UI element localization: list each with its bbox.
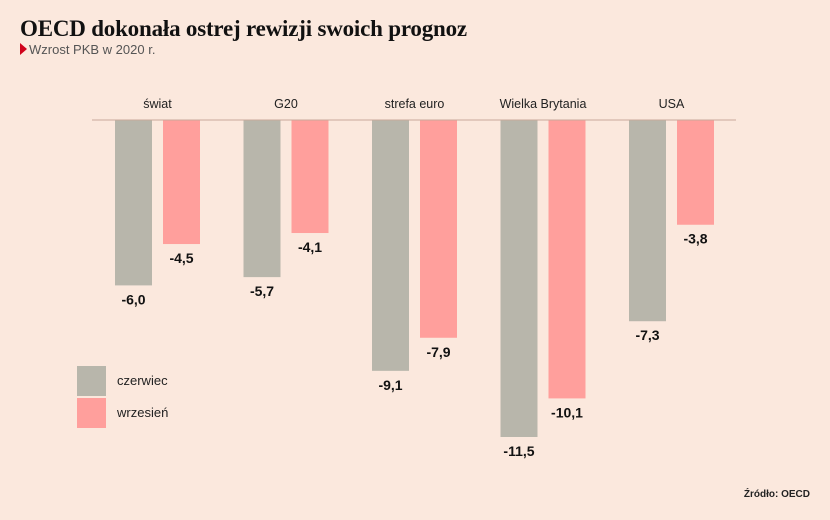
data-label-september-0: -4,5 xyxy=(169,250,193,266)
bar-june-2 xyxy=(372,120,409,371)
data-label-september-3: -10,1 xyxy=(551,404,583,420)
labels-layer: świat -6,0 -4,5 G20 -5,7 -4,1 strefa euro -9,1 -… xyxy=(121,97,707,459)
legend-item-september: wrzesień xyxy=(77,398,197,428)
bar-september-4 xyxy=(677,120,714,225)
data-label-june-0: -6,0 xyxy=(121,291,145,307)
legend-swatch-september xyxy=(77,398,106,428)
bar-september-0 xyxy=(163,120,200,245)
data-label-june-1: -5,7 xyxy=(250,283,274,299)
category-label-0: świat xyxy=(143,97,172,111)
bar-june-4 xyxy=(629,120,666,322)
source-note: Źródło: OECD xyxy=(743,489,810,500)
bars-layer xyxy=(115,120,714,437)
bar-september-2 xyxy=(420,120,457,338)
data-label-september-1: -4,1 xyxy=(298,239,322,255)
bar-june-1 xyxy=(243,120,281,278)
data-label-june-3: -11,5 xyxy=(503,443,534,459)
legend-item-june: czerwiec xyxy=(77,366,197,396)
category-label-1: G20 xyxy=(274,97,298,111)
legend-swatch-june xyxy=(77,366,106,396)
category-label-2: strefa euro xyxy=(385,97,445,111)
data-label-september-4: -3,8 xyxy=(683,231,707,247)
bar-june-3 xyxy=(500,120,538,437)
bar-june-0 xyxy=(115,120,152,286)
legend-label-september: wrzesień xyxy=(117,405,169,420)
chart-title: OECD dokonała ostrej rewizji swoich prog… xyxy=(20,16,467,41)
triangle-marker-icon xyxy=(20,43,27,55)
data-label-june-2: -9,1 xyxy=(378,377,402,393)
category-label-3: Wielka Brytania xyxy=(500,97,587,111)
category-label-4: USA xyxy=(659,97,685,111)
legend-label-june: czerwiec xyxy=(117,373,168,388)
chart-subtitle: Wzrost PKB w 2020 r. xyxy=(20,42,155,57)
data-label-june-4: -7,3 xyxy=(635,327,659,343)
bar-september-3 xyxy=(548,120,586,399)
bar-september-1 xyxy=(291,120,329,234)
data-label-september-2: -7,9 xyxy=(426,344,450,360)
chart-subtitle-text: Wzrost PKB w 2020 r. xyxy=(29,42,156,57)
